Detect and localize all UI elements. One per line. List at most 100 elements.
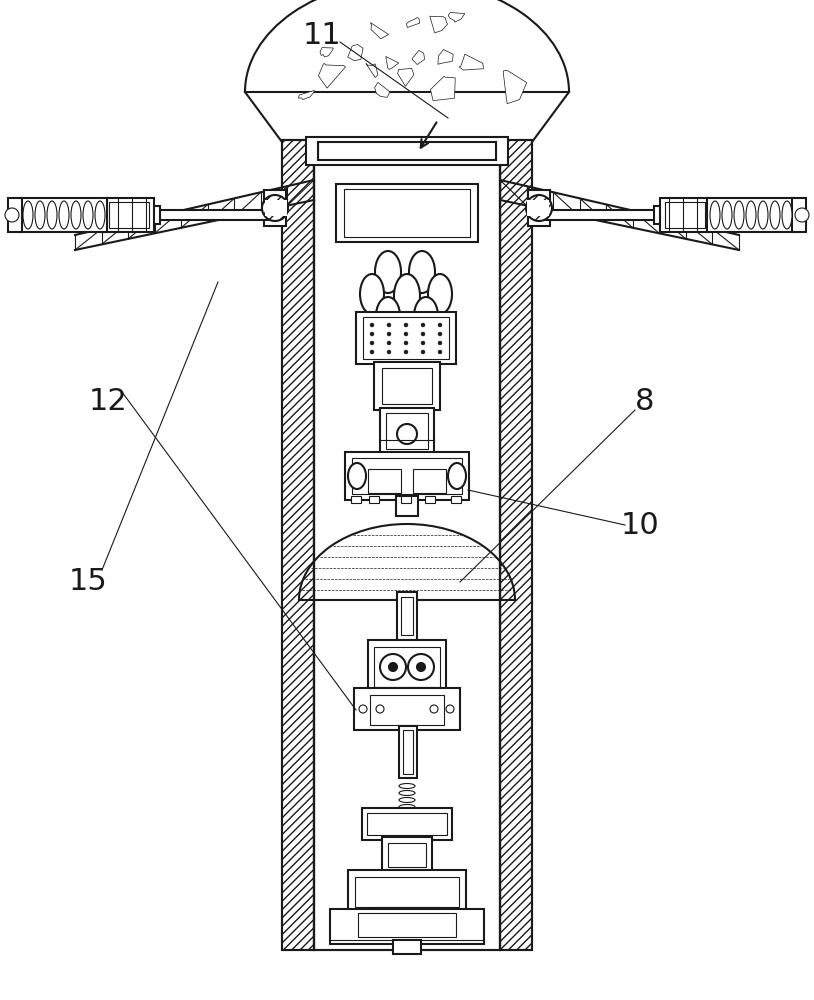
Bar [451, 496, 461, 503]
Bar [368, 640, 446, 692]
Circle shape [795, 208, 809, 222]
Circle shape [526, 195, 552, 221]
Bar [318, 142, 496, 160]
Polygon shape [398, 68, 414, 86]
Bar [544, 210, 659, 220]
Bar [401, 597, 413, 635]
Bar [356, 312, 456, 364]
Bar [358, 913, 456, 937]
Bar [355, 877, 459, 907]
Polygon shape [366, 63, 378, 78]
Bar [396, 496, 418, 516]
Bar [382, 368, 432, 404]
Text: 8: 8 [635, 387, 654, 416]
Polygon shape [503, 71, 527, 104]
Circle shape [380, 654, 406, 680]
Bar [500, 140, 532, 950]
Circle shape [421, 341, 425, 345]
Ellipse shape [399, 790, 415, 796]
Ellipse shape [397, 874, 417, 880]
Bar [351, 496, 361, 503]
Bar [265, 200, 287, 216]
Bar [354, 688, 460, 730]
Polygon shape [318, 64, 346, 88]
Bar [386, 413, 428, 449]
Polygon shape [299, 90, 314, 100]
Bar [20, 198, 107, 232]
Polygon shape [370, 23, 388, 39]
Ellipse shape [399, 784, 415, 788]
Ellipse shape [23, 201, 33, 229]
Polygon shape [412, 50, 425, 65]
Bar [527, 200, 549, 216]
Circle shape [421, 332, 425, 336]
Ellipse shape [409, 251, 435, 293]
Circle shape [387, 350, 391, 354]
Polygon shape [348, 44, 363, 61]
Bar [374, 362, 440, 410]
Polygon shape [386, 56, 399, 69]
Circle shape [408, 654, 434, 680]
Circle shape [421, 350, 425, 354]
Bar [401, 496, 411, 503]
Circle shape [359, 705, 367, 713]
Circle shape [5, 208, 19, 222]
Circle shape [370, 332, 374, 336]
Polygon shape [449, 12, 465, 22]
Bar [282, 140, 314, 950]
Circle shape [438, 350, 442, 354]
Ellipse shape [428, 274, 452, 314]
Ellipse shape [59, 201, 69, 229]
Polygon shape [438, 50, 453, 64]
Bar [109, 202, 149, 228]
Bar [306, 137, 508, 165]
Ellipse shape [71, 201, 81, 229]
Bar [707, 198, 794, 232]
Circle shape [262, 195, 288, 221]
Circle shape [370, 341, 374, 345]
Ellipse shape [722, 201, 732, 229]
Ellipse shape [394, 274, 420, 318]
Polygon shape [406, 18, 420, 27]
Bar [403, 730, 413, 774]
Circle shape [404, 350, 408, 354]
Circle shape [370, 350, 374, 354]
Bar [148, 206, 160, 224]
Circle shape [404, 323, 408, 327]
Ellipse shape [734, 201, 744, 229]
Ellipse shape [83, 201, 93, 229]
Circle shape [404, 332, 408, 336]
Circle shape [397, 424, 417, 444]
Circle shape [387, 323, 391, 327]
Bar [369, 496, 379, 503]
Bar [362, 808, 452, 840]
Ellipse shape [95, 201, 105, 229]
Circle shape [370, 323, 374, 327]
Bar [155, 210, 270, 220]
Polygon shape [320, 48, 333, 57]
Bar [264, 190, 286, 226]
Ellipse shape [397, 890, 417, 896]
Ellipse shape [360, 274, 384, 314]
Bar [314, 140, 500, 950]
Bar [367, 813, 447, 835]
Bar [370, 695, 444, 725]
Ellipse shape [414, 297, 438, 335]
Ellipse shape [399, 804, 415, 810]
Text: 15: 15 [68, 568, 107, 596]
Polygon shape [459, 54, 484, 70]
Circle shape [387, 332, 391, 336]
Polygon shape [431, 76, 455, 101]
Circle shape [417, 663, 425, 671]
Text: 11: 11 [303, 20, 341, 49]
Bar [425, 496, 435, 503]
Circle shape [438, 323, 442, 327]
Bar [660, 198, 710, 232]
Ellipse shape [376, 297, 400, 335]
Ellipse shape [397, 882, 417, 888]
Ellipse shape [758, 201, 768, 229]
Bar [282, 140, 314, 950]
Ellipse shape [399, 798, 415, 802]
Polygon shape [430, 16, 448, 33]
Ellipse shape [375, 251, 401, 293]
